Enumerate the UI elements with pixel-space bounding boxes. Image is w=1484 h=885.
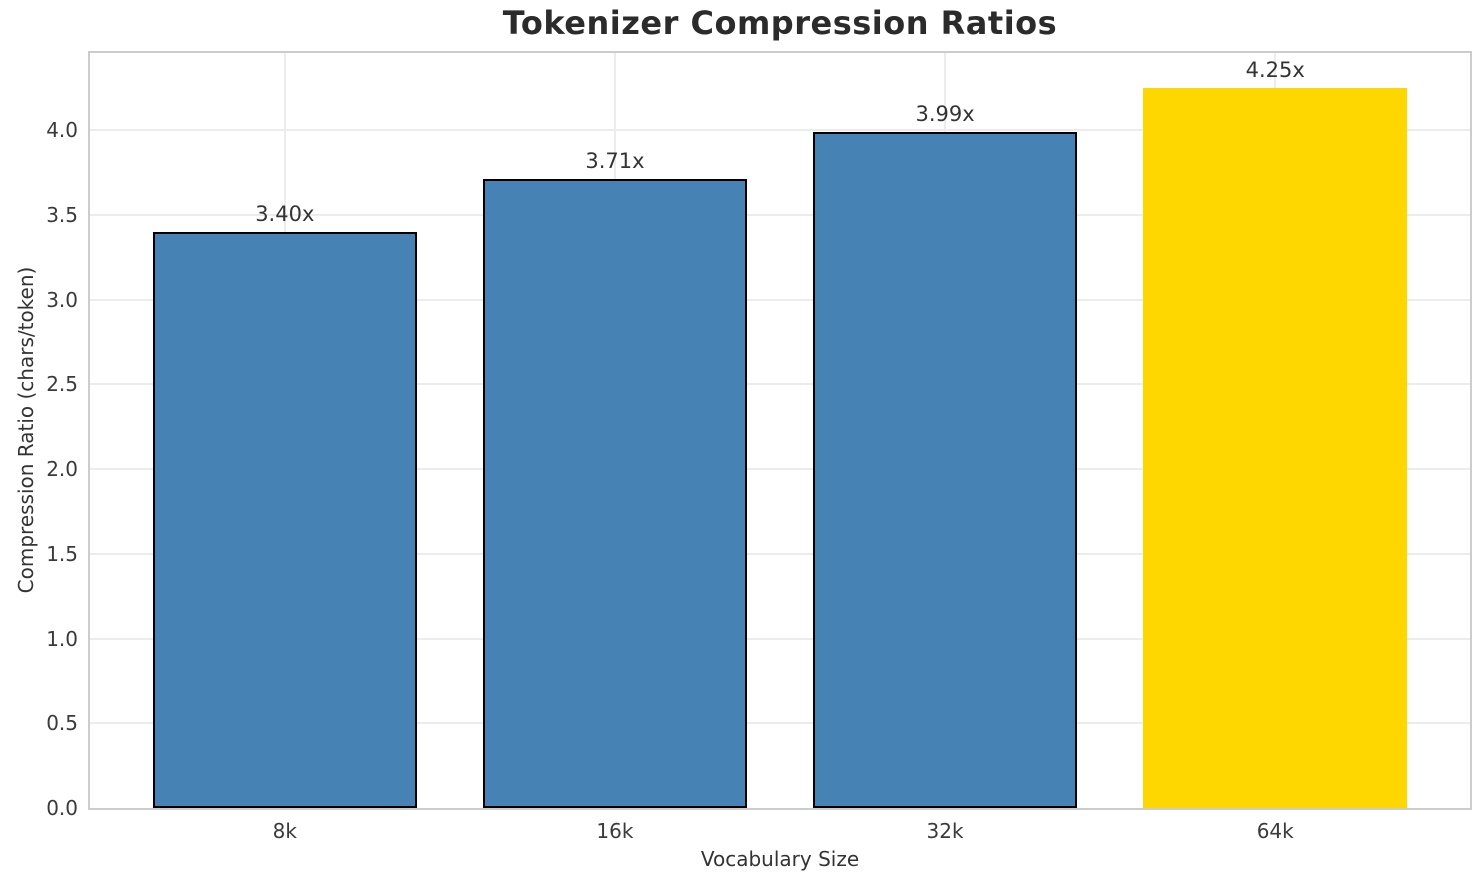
h-gridline — [90, 213, 1470, 216]
h-gridline — [90, 552, 1470, 555]
bar-32k — [813, 131, 1078, 808]
y-axis-label: Compression Ratio (chars/token) — [14, 266, 38, 594]
y-tick-label: 1.0 — [46, 626, 78, 651]
x-tick-label: 16k — [596, 819, 634, 843]
plot-area: 3.40x 3.71x 3.99x 4.25x — [88, 51, 1472, 810]
bar-16k — [482, 179, 747, 808]
y-tick-label: 1.5 — [46, 541, 78, 566]
y-tick-label: 3.0 — [46, 287, 78, 312]
bar-value-label: 3.99x — [915, 101, 975, 126]
bar-value-label: 3.71x — [585, 149, 645, 174]
chart-title: Tokenizer Compression Ratios — [502, 4, 1058, 42]
y-tick-label: 3.5 — [46, 202, 78, 227]
bar-value-label: 3.40x — [255, 201, 315, 226]
h-gridline — [90, 637, 1470, 640]
bar-8k — [152, 231, 417, 808]
h-gridline — [90, 722, 1470, 725]
x-tick-label: 64k — [1256, 819, 1294, 843]
h-gridline — [90, 383, 1470, 386]
y-tick-label: 4.0 — [46, 118, 78, 143]
x-axis-label: Vocabulary Size — [700, 847, 860, 871]
x-tick-label: 32k — [926, 819, 964, 843]
y-tick-label: 0.5 — [46, 711, 78, 736]
y-tick-label: 2.0 — [46, 457, 78, 482]
h-gridline — [90, 298, 1470, 301]
bar-64k — [1143, 87, 1408, 808]
bar-value-label: 4.25x — [1245, 57, 1305, 82]
x-tick-label: 8k — [272, 819, 297, 843]
h-gridline — [90, 129, 1470, 132]
y-tick-label: 2.5 — [46, 372, 78, 397]
y-tick-label: 0.0 — [46, 796, 78, 820]
h-gridline — [90, 468, 1470, 471]
